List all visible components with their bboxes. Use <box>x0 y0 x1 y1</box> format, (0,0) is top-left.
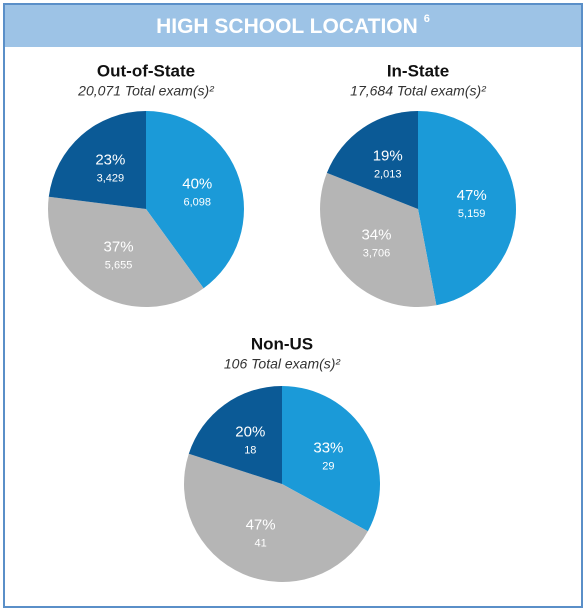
slice-count: 2,013 <box>374 168 402 180</box>
slice-count: 5,655 <box>105 259 133 271</box>
slice-percent: 23% <box>95 152 125 169</box>
slice-count: 3,706 <box>363 247 391 259</box>
slice-percent: 34% <box>361 226 391 243</box>
header-title: HIGH SCHOOL LOCATION 6 <box>156 13 430 38</box>
slice-count: 41 <box>254 537 266 549</box>
slice-percent: 37% <box>104 238 134 255</box>
slice-count: 3,429 <box>97 172 125 184</box>
slice-percent: 47% <box>457 187 487 204</box>
slice-percent: 19% <box>373 147 403 164</box>
pie-title: Non-US <box>251 334 313 353</box>
slice-count: 29 <box>322 460 334 472</box>
pie-subtitle: 17,684 Total exam(s)² <box>350 83 487 99</box>
slice-count: 6,098 <box>183 196 211 208</box>
header-note: 6 <box>424 13 430 25</box>
pie-slice <box>184 453 368 582</box>
pie-slice <box>48 111 146 209</box>
slice-percent: 40% <box>182 175 212 192</box>
slice-percent: 33% <box>313 440 343 457</box>
pie-slice <box>146 111 244 289</box>
pie-title: Out-of-State <box>97 61 195 80</box>
pie-slice <box>282 386 380 532</box>
pie-subtitle: 106 Total exam(s)² <box>224 356 342 372</box>
pie-slice <box>418 111 516 306</box>
pie-slice <box>326 111 418 209</box>
pie-slice <box>188 386 282 484</box>
pie-title: In-State <box>387 61 449 80</box>
slice-percent: 47% <box>246 516 276 533</box>
pie-subtitle: 20,071 Total exam(s)² <box>77 83 215 99</box>
header-bar <box>5 5 581 47</box>
slice-count: 5,159 <box>458 208 486 220</box>
header-title-text: HIGH SCHOOL LOCATION <box>156 15 418 38</box>
slice-percent: 20% <box>235 423 265 440</box>
pie-slice <box>47 196 204 307</box>
pie-slice <box>319 172 437 307</box>
slice-count: 18 <box>244 444 256 456</box>
